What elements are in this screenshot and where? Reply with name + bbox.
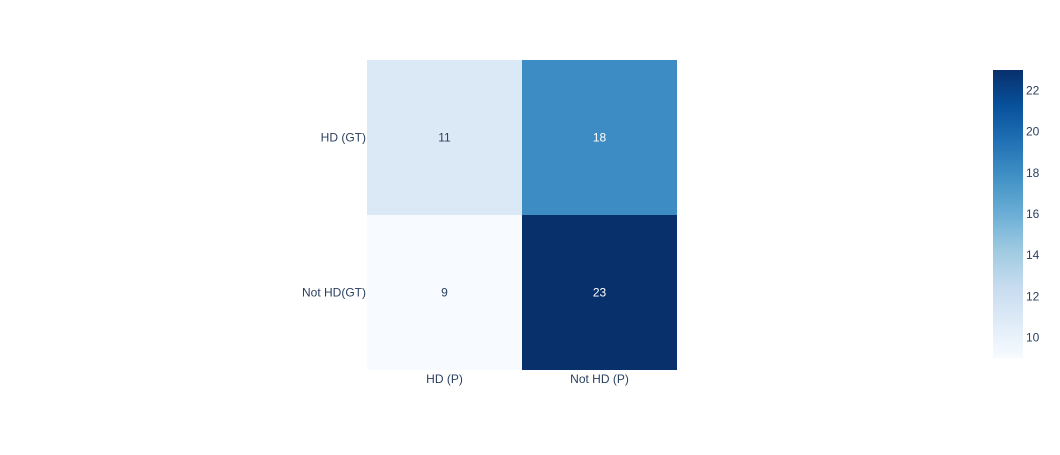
colorbar-tick-label: 22	[1026, 84, 1040, 98]
x-tick-label: HD (P)	[426, 372, 463, 386]
colorbar-tick-label: 18	[1026, 166, 1040, 180]
colorbar-tick-label: 10	[1026, 330, 1040, 344]
y-tick-label: Not HD(GT)	[302, 286, 366, 300]
heatmap-cell	[367, 215, 522, 370]
cell-value-label: 9	[441, 286, 448, 300]
x-tick-label: Not HD (P)	[570, 372, 629, 386]
heatmap-cell	[367, 60, 522, 215]
y-axis: HD (GT) Not HD(GT)	[302, 131, 366, 300]
heatmap-cell	[522, 215, 677, 370]
colorbar-tick-label: 14	[1026, 248, 1040, 262]
y-tick-label: HD (GT)	[321, 131, 366, 145]
cell-value-label: 23	[593, 286, 607, 300]
colorbar: 10 12 14 16 18 20 22	[993, 70, 1040, 358]
x-axis: HD (P) Not HD (P)	[426, 372, 629, 386]
colorbar-tick-label: 16	[1026, 207, 1040, 221]
cell-value-label: 11	[438, 131, 451, 145]
colorbar-tick-label: 12	[1026, 289, 1040, 303]
colorbar-tick-label: 20	[1026, 125, 1040, 139]
cell-value-label: 18	[593, 131, 607, 145]
colorbar-gradient	[993, 70, 1023, 358]
heatmap-cell	[522, 60, 677, 215]
plot-area: 11 18 9 23	[367, 60, 677, 370]
